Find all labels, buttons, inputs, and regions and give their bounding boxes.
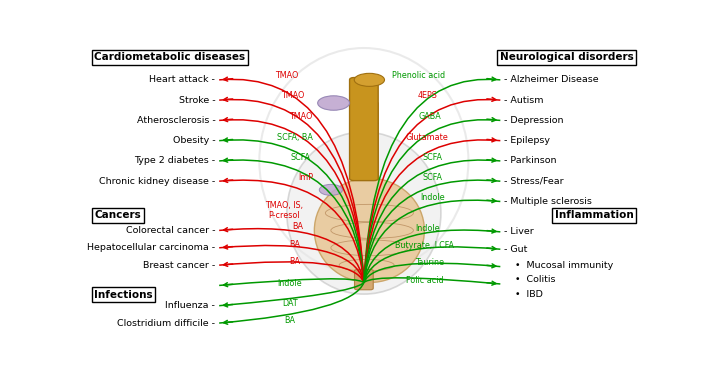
Text: Breast cancer -: Breast cancer -	[143, 261, 215, 270]
Text: •  IBD: • IBD	[515, 290, 543, 299]
FancyBboxPatch shape	[361, 103, 378, 124]
Ellipse shape	[354, 73, 385, 86]
Text: - Alzheimer Disease: - Alzheimer Disease	[504, 75, 599, 84]
Text: Chronic kidney disease -: Chronic kidney disease -	[99, 177, 215, 186]
Text: Folic acid: Folic acid	[405, 276, 443, 285]
Text: Taurine: Taurine	[415, 258, 444, 267]
Text: GABA: GABA	[418, 112, 442, 121]
Text: SCFA: SCFA	[290, 153, 310, 162]
Text: - Liver: - Liver	[504, 227, 534, 237]
Text: •  Colitis: • Colitis	[515, 275, 556, 284]
Text: Indole: Indole	[278, 279, 302, 288]
Text: BA: BA	[290, 257, 300, 266]
Text: BA: BA	[293, 223, 303, 232]
Text: BA: BA	[290, 240, 300, 249]
Text: Butyrate, LCFA: Butyrate, LCFA	[395, 241, 454, 250]
Text: Cancers: Cancers	[94, 210, 141, 220]
Text: - Multiple sclerosis: - Multiple sclerosis	[504, 197, 592, 206]
Text: Heart attack -: Heart attack -	[149, 75, 215, 84]
FancyBboxPatch shape	[361, 123, 378, 179]
Text: - Autism: - Autism	[504, 96, 544, 105]
Text: TMAO, IS,
P-cresol: TMAO, IS, P-cresol	[265, 201, 303, 220]
FancyBboxPatch shape	[354, 270, 373, 290]
Text: Influenza -: Influenza -	[165, 301, 215, 310]
Text: SCFA: SCFA	[422, 173, 442, 182]
Text: Clostridium difficile -: Clostridium difficile -	[117, 318, 215, 327]
Text: - Parkinson: - Parkinson	[504, 156, 557, 165]
Text: Stroke -: Stroke -	[179, 96, 215, 105]
Text: Obesity -: Obesity -	[173, 136, 215, 145]
Text: 4EPS: 4EPS	[417, 91, 437, 100]
Ellipse shape	[287, 132, 441, 294]
Text: TMAO: TMAO	[280, 91, 304, 100]
Text: BA: BA	[284, 316, 295, 325]
Text: Atherosclerosis -: Atherosclerosis -	[136, 116, 215, 125]
Text: Hepatocellular carcinoma -: Hepatocellular carcinoma -	[87, 243, 215, 252]
Text: SCFA, BA: SCFA, BA	[277, 133, 313, 142]
Text: DAT: DAT	[282, 299, 297, 308]
Text: - Gut: - Gut	[504, 245, 528, 254]
Text: ImP: ImP	[299, 173, 314, 182]
Text: •  Mucosal immunity: • Mucosal immunity	[515, 261, 613, 270]
Text: Cardiometabolic diseases: Cardiometabolic diseases	[94, 52, 246, 62]
Text: Infections: Infections	[94, 290, 153, 300]
Text: Neurological disorders: Neurological disorders	[500, 52, 633, 62]
Text: TMAO: TMAO	[289, 112, 312, 121]
Ellipse shape	[320, 184, 342, 196]
Text: SCFA: SCFA	[422, 153, 442, 162]
Text: - Epilepsy: - Epilepsy	[504, 136, 550, 145]
Text: Glutamate: Glutamate	[406, 133, 449, 142]
Text: - Depression: - Depression	[504, 116, 564, 125]
Text: Type 2 diabetes -: Type 2 diabetes -	[134, 156, 215, 165]
Text: Colorectal cancer -: Colorectal cancer -	[126, 226, 215, 235]
Text: Inflammation: Inflammation	[555, 210, 633, 220]
Text: TMAO: TMAO	[275, 71, 298, 80]
Ellipse shape	[315, 178, 425, 282]
Text: Indole: Indole	[415, 224, 439, 233]
Ellipse shape	[317, 96, 349, 110]
Text: Indole: Indole	[420, 194, 445, 203]
FancyBboxPatch shape	[349, 77, 378, 180]
FancyBboxPatch shape	[358, 80, 376, 103]
Text: - Stress/Fear: - Stress/Fear	[504, 177, 564, 186]
Text: Phenolic acid: Phenolic acid	[393, 71, 445, 80]
